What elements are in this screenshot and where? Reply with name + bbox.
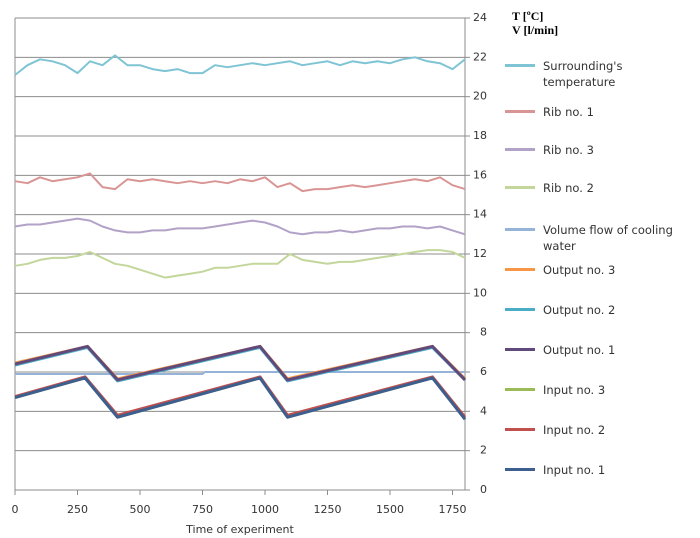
x-tick-label: 750 xyxy=(192,503,213,516)
legend-swatch xyxy=(505,468,535,471)
legend-item: Input no. 1 xyxy=(505,462,691,478)
x-tick-label: 1000 xyxy=(251,503,279,516)
y-tick-label: 18 xyxy=(473,129,487,142)
series-line xyxy=(14,376,467,421)
legend-swatch xyxy=(505,268,535,271)
y-tick-label: 4 xyxy=(480,404,487,417)
y-tick-label: 12 xyxy=(473,247,487,260)
legend-label: Rib no. 2 xyxy=(543,181,594,195)
legend-item: Output no. 2 xyxy=(505,302,691,318)
series-line xyxy=(14,172,466,193)
legend-swatch xyxy=(505,428,535,431)
series-line xyxy=(15,371,465,375)
y-tick-label: 16 xyxy=(473,168,487,181)
y-tick-label: 20 xyxy=(473,90,487,103)
series-line xyxy=(14,217,466,236)
legend-swatch xyxy=(505,186,535,189)
legend-swatch xyxy=(505,388,535,391)
legend-item: Volume flow of cooling water xyxy=(505,222,691,254)
legend-label: Rib no. 1 xyxy=(543,105,594,119)
legend-item: Input no. 2 xyxy=(505,422,691,438)
legend-label: Output no. 1 xyxy=(543,343,616,357)
x-tick-label: 0 xyxy=(12,503,19,516)
x-axis-label: Time of experiment xyxy=(185,523,294,536)
x-tick-label: 250 xyxy=(67,503,88,516)
legend-label: Output no. 2 xyxy=(543,303,616,317)
y-tick-label: 6 xyxy=(480,365,487,378)
x-tick-label: 500 xyxy=(130,503,151,516)
y-tick-label: 24 xyxy=(473,11,487,24)
legend-label: Input no. 2 xyxy=(543,423,606,437)
y-tick-label: 22 xyxy=(473,50,487,63)
y-tick-label: 0 xyxy=(480,483,487,496)
x-tick-label: 1750 xyxy=(439,503,467,516)
legend-swatch xyxy=(505,348,535,351)
legend-label: Input no. 1 xyxy=(543,463,606,477)
legend-label: Output no. 3 xyxy=(543,263,616,277)
legend-item: Surrounding's temperature xyxy=(505,58,691,90)
legend-swatch xyxy=(505,148,535,151)
y-tick-label: 14 xyxy=(473,208,487,221)
series-line xyxy=(14,54,466,76)
legend-label: Input no. 3 xyxy=(543,383,606,397)
y-tick-label: 10 xyxy=(473,286,487,299)
legend-label: Surrounding's temperature xyxy=(543,59,623,89)
y-axis-label: V [l/min] xyxy=(512,23,558,37)
y-tick-label: 2 xyxy=(480,444,487,457)
legend-item: Output no. 1 xyxy=(505,342,691,358)
legend-item: Output no. 3 xyxy=(505,262,691,278)
legend-item: Rib no. 3 xyxy=(505,142,691,158)
y-tick-label: 8 xyxy=(480,326,487,339)
legend-item: Input no. 3 xyxy=(505,382,691,398)
y-axis-label: T [ºC] xyxy=(512,9,543,23)
series-line xyxy=(14,344,467,382)
legend-swatch xyxy=(505,64,535,67)
legend-item: Rib no. 2 xyxy=(505,180,691,196)
legend-swatch xyxy=(505,110,535,113)
legend-item: Rib no. 1 xyxy=(505,104,691,120)
legend-label: Rib no. 3 xyxy=(543,143,594,157)
legend-swatch xyxy=(505,308,535,311)
series-line xyxy=(14,249,466,279)
x-tick-label: 1250 xyxy=(314,503,342,516)
legend-label: Volume flow of cooling water xyxy=(543,223,673,253)
legend-swatch xyxy=(505,228,535,231)
x-tick-label: 1500 xyxy=(376,503,404,516)
